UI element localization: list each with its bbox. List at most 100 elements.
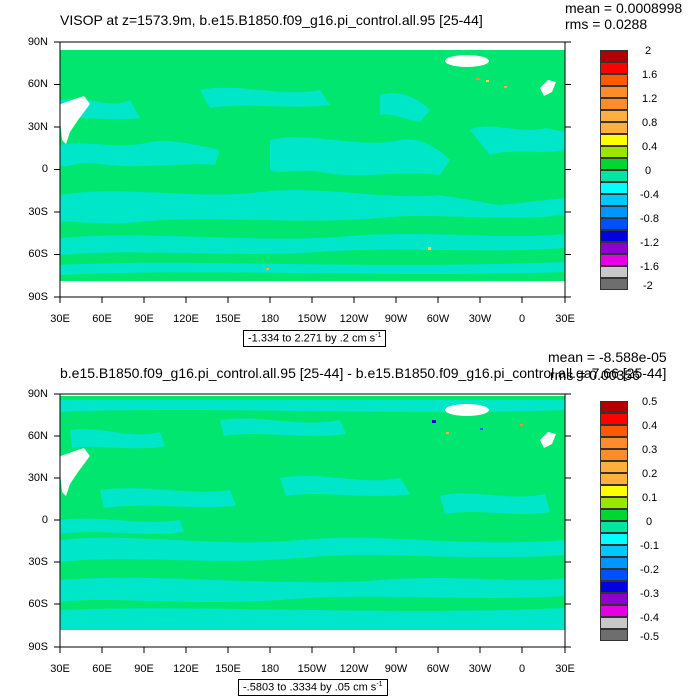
colorbar-swatch	[600, 230, 628, 242]
colorbar-swatch	[600, 485, 628, 497]
panel-title: VISOP at z=1573.9m, b.e15.B1850.f09_g16.…	[60, 12, 483, 28]
lat-label-30s: 30S	[28, 556, 48, 568]
colorbar-swatch	[600, 593, 628, 605]
colorbar-swatch	[600, 581, 628, 593]
colorbar-swatch	[600, 62, 628, 74]
colorbar-swatch	[600, 158, 628, 170]
lat-label-90s: 90S	[28, 641, 48, 653]
colorbar-label: 0.3	[642, 444, 658, 456]
lon-label: 150W	[297, 663, 327, 675]
colorbar-swatch	[600, 545, 628, 557]
colorbar-swatch	[600, 413, 628, 425]
colorbar-label: 0	[645, 165, 652, 177]
colorbar-swatch	[600, 182, 628, 194]
axis-ticks	[54, 393, 571, 653]
lon-label: 0	[518, 313, 526, 325]
colorbar-swatch	[600, 461, 628, 473]
lon-label: 90W	[384, 663, 408, 675]
colorbar-swatch	[600, 521, 628, 533]
colorbar-label: 0	[646, 516, 653, 528]
colorbar-label: 0.4	[642, 420, 658, 432]
lon-label: 60W	[426, 313, 450, 325]
colorbar-swatch	[600, 170, 628, 182]
colorbar-label: 0.1	[642, 492, 658, 504]
colorbar-swatch	[600, 146, 628, 158]
rms-value: rms = 0.00356	[550, 367, 640, 383]
lat-label-60s: 60S	[28, 248, 48, 260]
colorbar-swatch	[600, 533, 628, 545]
lat-label-60s: 60S	[28, 598, 48, 610]
colorbar-swatch	[600, 218, 628, 230]
colorbar-swatch	[600, 266, 628, 278]
colorbar-swatch	[600, 629, 628, 641]
colorbar-swatch	[600, 509, 628, 521]
lon-label: 150E	[215, 313, 241, 325]
colorbar-label: -0.1	[640, 540, 659, 552]
lat-label-90n: 90N	[27, 36, 48, 48]
lon-label: 180	[260, 663, 280, 675]
colorbar-swatch	[600, 242, 628, 254]
mean-value: mean = 0.0008998	[565, 0, 683, 16]
lon-label: 30E	[555, 663, 575, 675]
contour-range-label: -.5803 to .3334 by .05 cm s-1	[238, 679, 388, 696]
colorbar-label: 2	[645, 45, 652, 57]
colorbar-swatch	[600, 497, 628, 509]
colorbar-label: -1.6	[640, 261, 659, 273]
colorbar-swatch	[600, 50, 628, 62]
colorbar-label: -0.5	[640, 631, 659, 643]
lon-label: 120W	[339, 663, 369, 675]
lon-label: 30W	[468, 313, 492, 325]
colorbar-label: 0.8	[642, 117, 658, 129]
lat-label-30n: 30N	[27, 121, 48, 133]
map-plot-top	[54, 41, 571, 303]
lon-label: 30E	[50, 313, 70, 325]
lon-label: 150W	[297, 313, 327, 325]
colorbar-swatch	[600, 194, 628, 206]
colorbar-swatch	[600, 86, 628, 98]
negative-bands	[60, 400, 565, 630]
lat-label-90n: 90N	[27, 388, 48, 400]
colorbar-swatch	[600, 437, 628, 449]
specks	[266, 78, 507, 270]
colorbar-swatch	[600, 605, 628, 617]
colorbar-swatch	[600, 401, 628, 413]
colorbar-label: 0.2	[642, 468, 658, 480]
colorbar-swatch	[600, 74, 628, 86]
lon-label: 90E	[134, 313, 154, 325]
colorbar-swatch	[600, 134, 628, 146]
colorbar-swatch	[600, 569, 628, 581]
colorbar-swatch	[600, 206, 628, 218]
colorbar-label: -0.3	[640, 588, 659, 600]
lon-label: 30E	[555, 313, 575, 325]
colorbar-swatch	[600, 254, 628, 266]
colorbar-swatch	[600, 473, 628, 485]
lat-label-0: 0	[41, 163, 48, 175]
lon-label: 120W	[339, 313, 369, 325]
colorbar-swatch	[600, 425, 628, 437]
mean-value: mean = -8.588e-05	[548, 349, 667, 365]
rms-value: rms = 0.0288	[565, 16, 648, 32]
colorbar-label: 1.6	[642, 69, 658, 81]
colorbar-label: 0.4	[642, 141, 658, 153]
contour-range-label: -1.334 to 2.271 by .2 cm s-1	[243, 330, 387, 347]
colorbar-swatch	[600, 110, 628, 122]
colorbar-swatch	[600, 557, 628, 569]
axis-ticks	[54, 41, 571, 303]
colorbar-label: -2	[643, 280, 653, 292]
lon-label: 30E	[50, 663, 70, 675]
negative-bands	[60, 87, 565, 275]
colorbar-swatch	[600, 98, 628, 110]
colorbar-swatch	[600, 122, 628, 134]
colorbar-label: -0.4	[640, 612, 659, 624]
lat-label-30s: 30S	[28, 206, 48, 218]
lon-label: 120E	[173, 663, 199, 675]
colorbar-label: -0.2	[640, 564, 659, 576]
lon-label: 60W	[426, 663, 450, 675]
colorbar-label: 0.5	[642, 396, 658, 408]
lon-label: 90E	[134, 663, 154, 675]
lon-label: 120E	[173, 313, 199, 325]
lon-label: 60E	[92, 663, 112, 675]
colorbar-label: -0.8	[640, 213, 659, 225]
specks	[432, 420, 523, 434]
